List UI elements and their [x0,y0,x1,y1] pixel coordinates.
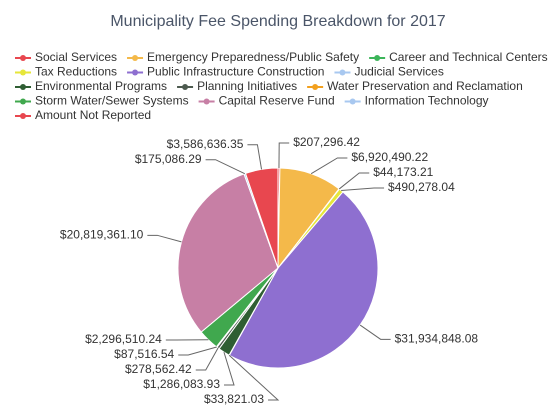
data-label: $207,296.42 [293,135,360,149]
legend-label: Planning Initiatives [197,79,297,93]
legend-marker [20,69,26,76]
data-label: $6,920,490.22 [351,150,428,164]
pie-slice [244,167,279,269]
legend-label: Water Preservation and Reclamation [327,79,523,93]
legend-marker [374,55,381,61]
legend-marker [312,84,319,90]
data-label: $87,516.54 [114,347,174,361]
legend-label: Judicial Services [354,65,443,79]
connector [247,144,263,170]
legend-label: Amount Not Reported [35,108,151,122]
legend-marker [182,84,189,90]
legend-label: Environmental Programs [35,79,167,93]
connector [195,347,219,371]
connector [278,142,290,169]
chart-title: Municipality Fee Spending Breakdown for … [110,13,445,30]
connector [228,354,280,401]
legend-label: Information Technology [365,94,489,108]
connector [341,187,385,191]
connector [147,234,182,243]
legend-label: Career and Technical Centers [389,50,548,64]
legend-marker [20,84,26,90]
data-label: $175,086.29 [135,152,202,166]
legend-marker [132,69,139,76]
legend-label: Tax Reductions [35,65,117,79]
connector [338,172,370,190]
legend-marker [132,55,139,61]
data-label: $278,562.42 [125,362,192,376]
data-label: $490,278.04 [388,180,455,194]
legend-marker [20,98,26,105]
data-label: $1,286,083.93 [143,377,220,391]
connector [310,157,348,175]
data-label: $20,819,361.10 [60,227,144,241]
legend-marker [339,69,346,76]
data-label: $2,296,510.24 [85,332,162,346]
connector [205,159,245,175]
data-label: $33,821.03 [204,392,264,406]
data-label: $3,586,636.35 [167,137,244,151]
legend-label: Social Services [35,50,117,64]
connector [223,351,235,386]
data-label: $31,934,848.08 [395,332,479,346]
legend-marker [349,98,356,105]
legend-label: Emergency Preparedness/Public Safety [147,50,359,64]
legend-label: Public Infrastructure Construction [147,65,324,79]
legend-label: Storm Water/Sewer Systems [35,94,189,108]
legend-marker [203,98,210,105]
connector [178,346,217,356]
connector [359,324,391,340]
legend-marker [20,113,26,119]
data-label: $44,173.21 [373,165,433,179]
legend-marker [20,55,26,61]
legend-label: Capital Reserve Fund [219,94,335,108]
